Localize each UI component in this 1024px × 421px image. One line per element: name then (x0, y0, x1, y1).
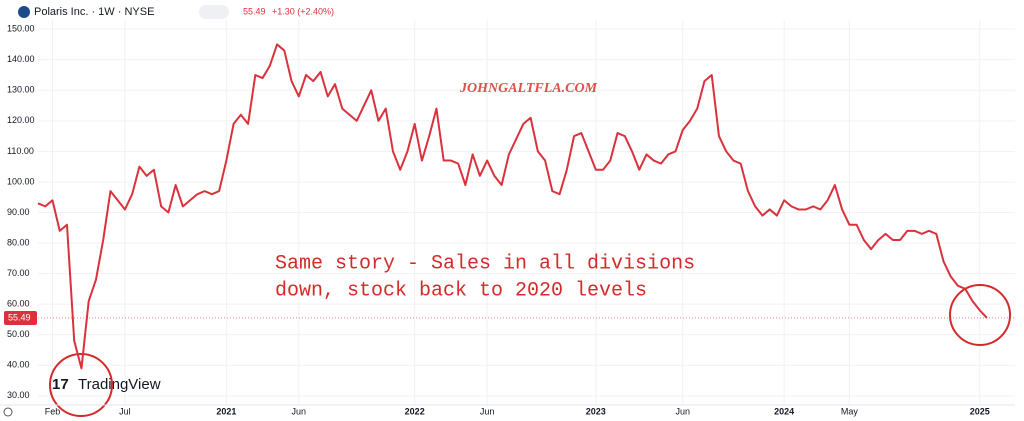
annotation: Same story - Sales in all divisions (275, 252, 695, 275)
y-tick-label: 60.00 (7, 299, 30, 309)
last-price-tag (4, 310, 37, 325)
y-tick-label: 70.00 (7, 268, 30, 278)
y-tick-label: 100.00 (7, 176, 35, 186)
y-tick-label: 80.00 (7, 237, 30, 247)
price-line (37, 43, 988, 370)
y-tick-label: 150.00 (7, 24, 35, 34)
y-tick-label: 130.00 (7, 85, 35, 95)
price-change: +1.30 (+2.40%) (272, 6, 334, 16)
settings-icon[interactable] (3, 407, 13, 417)
x-tick-label: Jun (480, 406, 495, 416)
x-tick-label: 2022 (405, 406, 425, 416)
x-tick-label: May (841, 406, 859, 416)
x-tick-label: 2024 (774, 406, 794, 416)
watermark: JOHNGALTFLA.COM (459, 81, 598, 96)
annotation: down, stock back to 2020 levels (275, 279, 647, 302)
highlight-circle (949, 284, 1011, 346)
x-tick-label: 2023 (586, 406, 606, 416)
highlight-circle (49, 353, 113, 417)
chart-title: Polaris Inc. · 1W · NYSE (34, 6, 154, 18)
y-tick-label: 40.00 (7, 360, 30, 370)
last-price-tag-label: 55.49 (8, 312, 31, 322)
symbol-logo (18, 6, 30, 18)
y-tick-label: 90.00 (7, 207, 30, 217)
x-tick-label: 2025 (970, 406, 990, 416)
y-tick-label: 120.00 (7, 115, 35, 125)
x-tick-label: Jun (292, 406, 307, 416)
x-tick-label: 2021 (216, 406, 236, 416)
x-tick-label: Feb (45, 406, 61, 416)
brand-mark: 17 (52, 376, 69, 393)
x-tick-label: Jun (675, 406, 690, 416)
compare-toggle[interactable] (199, 5, 229, 19)
x-tick-label: Jul (119, 406, 131, 416)
y-tick-label: 140.00 (7, 54, 35, 64)
y-tick-label: 30.00 (7, 390, 30, 400)
brand: TradingView (78, 376, 161, 393)
y-tick-label: 50.00 (7, 329, 30, 339)
y-tick-label: 110.00 (7, 146, 34, 156)
last-price: 55.49 (243, 6, 266, 16)
